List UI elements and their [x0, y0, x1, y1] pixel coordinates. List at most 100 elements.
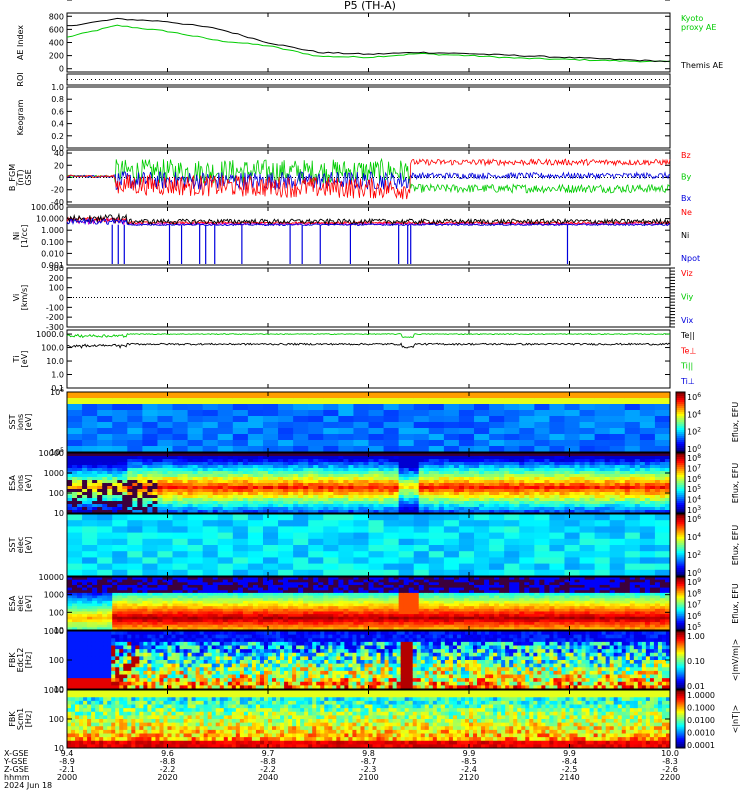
esa_i-cell: [152, 453, 158, 457]
esa_e-cell: [273, 624, 279, 628]
esa_i-cell: [594, 495, 601, 499]
esa_i-cell: [338, 495, 344, 499]
esa_i-cell: [634, 504, 641, 508]
esa_i-cell: [539, 498, 545, 502]
esa_e-cell: [353, 600, 359, 604]
esa_i-cell: [609, 465, 616, 469]
esa_i-cell: [212, 504, 219, 508]
esa_e-cell: [142, 579, 148, 583]
esa_i-cell: [333, 486, 339, 490]
esa_i-cell: [247, 486, 254, 490]
sst_i-cell: [474, 416, 490, 423]
esa_i-cell: [514, 486, 520, 490]
esa_i-cell: [599, 477, 606, 481]
sst_i-cell: [383, 446, 400, 453]
esa_e-cell: [368, 587, 375, 591]
esa_i-cell: [649, 471, 656, 475]
sst_i-cell: [474, 410, 490, 417]
esa_e-cell: [383, 616, 390, 620]
esa_e-cell: [237, 587, 244, 591]
esa_i-cell: [413, 504, 420, 508]
esa_i-cell: [268, 456, 274, 460]
esa_i-cell: [202, 465, 209, 469]
esa_e-cell: [348, 606, 354, 610]
esa_e-cell: [87, 622, 93, 626]
esa_e-cell: [398, 577, 405, 581]
esa_e-cell: [122, 584, 128, 589]
esa_e-cell: [393, 606, 400, 610]
esa_i-cell: [323, 453, 329, 457]
esa_e-cell: [247, 598, 254, 602]
esa_i-cell: [469, 456, 475, 460]
sst_e-cell: [112, 526, 128, 534]
sst_i-cell: [609, 404, 626, 411]
esa_i-cell: [353, 453, 359, 457]
esa_i-cell: [122, 483, 128, 487]
sst_e-cell: [398, 532, 415, 540]
esa_i-cell: [579, 510, 586, 514]
esa_i-cell: [559, 507, 565, 511]
esa_e-cell: [348, 603, 354, 607]
esa_i-cell: [207, 456, 214, 460]
sst_e-cell: [278, 563, 294, 571]
sst_e-cell: [323, 514, 339, 521]
esa_i-cell: [92, 459, 98, 463]
sst_e-colorbar-swatch: [676, 555, 685, 558]
esa_i-cell: [348, 501, 354, 505]
esa_i-cell: [82, 483, 88, 487]
esa_e-cell: [358, 592, 364, 597]
esa_i-cell: [268, 477, 274, 481]
esa_e-cell: [107, 622, 113, 626]
sst_i-cell: [383, 392, 400, 399]
esa_i-cell: [212, 471, 219, 475]
esa_i-cell: [509, 492, 515, 496]
esa_i-cell: [619, 477, 626, 481]
sst_i-cell: [383, 428, 400, 435]
esa_i-cell: [594, 474, 601, 478]
esa_i-cell: [127, 453, 133, 457]
esa_i-cell: [534, 468, 540, 472]
esa_e-cell: [227, 616, 234, 620]
esa_i-cell: [373, 465, 380, 469]
esa_e-cell: [368, 582, 375, 586]
esa_e-cell: [147, 577, 153, 581]
sst_e-cell: [112, 538, 128, 546]
esa_e-cell: [363, 582, 370, 586]
esa_i-cell: [549, 510, 555, 514]
esa_i-cell: [197, 474, 204, 478]
esa_i-cell: [132, 504, 138, 508]
esa_e-cell: [72, 600, 78, 604]
esa_i-cell: [97, 483, 103, 487]
esa_e-cell: [192, 627, 199, 631]
esa_e-cell: [72, 598, 78, 602]
esa_i-cell: [438, 507, 445, 511]
esa_e-cell: [353, 598, 359, 602]
esa_i-cell: [479, 456, 485, 460]
esa_i-cell: [544, 489, 550, 493]
esa_e-cell: [303, 606, 309, 610]
esa_i-cell: [132, 477, 138, 481]
esa_e-cell: [197, 582, 204, 586]
esa_i-cell: [112, 510, 118, 514]
esa_i-cell: [403, 462, 410, 466]
esa_e-cell: [368, 592, 375, 597]
esa_i-cell: [408, 453, 415, 457]
sst_e-cell: [609, 551, 626, 558]
esa_i-cell: [252, 492, 259, 496]
ni-series-line: [66, 212, 671, 227]
esa_i-cell: [418, 471, 425, 475]
esa_e-cell: [227, 587, 234, 591]
esa_i-cell: [363, 456, 370, 460]
esa_i-cell: [529, 510, 535, 514]
esa_e-cell: [167, 608, 174, 612]
esa_e-cell: [293, 595, 299, 599]
esa_e-cell: [333, 608, 339, 612]
esa_i-cell: [654, 456, 661, 460]
esa_e-cell: [363, 606, 370, 610]
esa_i-cell: [499, 486, 505, 490]
esa_e-cell: [323, 603, 329, 607]
esa_i-cell: [67, 480, 73, 484]
esa_i-cell: [549, 501, 555, 505]
esa_i-cell: [127, 483, 133, 487]
esa_i-cell: [484, 468, 490, 472]
